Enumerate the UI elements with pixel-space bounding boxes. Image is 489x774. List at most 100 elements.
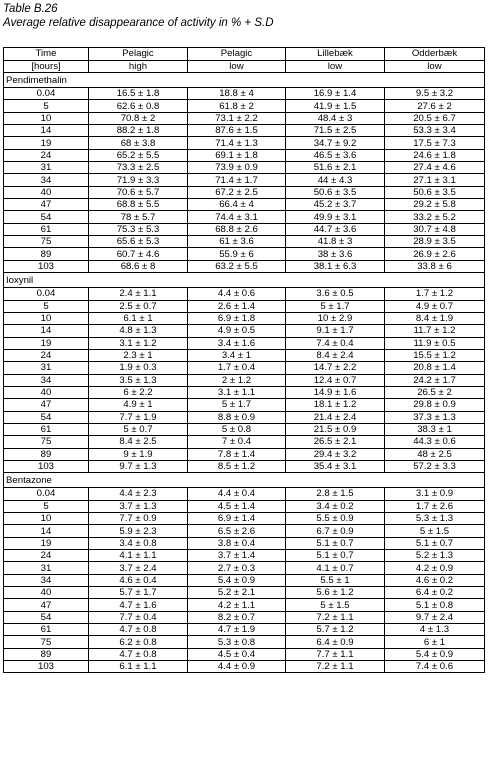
header-cell: low xyxy=(384,59,485,73)
value-cell: 78 ± 5.7 xyxy=(88,210,188,224)
value-cell: 5 ± 1.5 xyxy=(384,524,485,538)
value-cell: 21.4 ± 2.4 xyxy=(285,410,385,424)
value-cell: 3.1 ± 1.1 xyxy=(187,385,286,400)
time-cell: 103 xyxy=(3,660,89,674)
value-cell: 27.6 ± 2 xyxy=(384,99,485,113)
table-row: 24 2.3 ± 1 3.4 ± 1 8.4 ± 2.4 15.5 ± 1.2 xyxy=(3,348,485,363)
table-row: 47 68.8 ± 5.5 66.4 ± 4 45.2 ± 3.7 29.2 ± 5.8 xyxy=(3,198,485,212)
value-cell: 2.7 ± 0.3 xyxy=(187,561,286,575)
table-body: Time Pelagic Pelagic Lillebæk Odderbæk [… xyxy=(3,47,485,674)
table-row: 14 88.2 ± 1.8 87.6 ± 1.5 71.5 ± 2.5 53.3 ± 3… xyxy=(3,124,485,138)
value-cell: 6.2 ± 0.8 xyxy=(88,635,188,649)
value-cell: 38 ± 3.6 xyxy=(285,247,385,261)
value-cell: 62.6 ± 0.8 xyxy=(88,99,188,113)
value-cell: 17.5 ± 7.3 xyxy=(384,136,485,150)
value-cell: 6 ± 1 xyxy=(384,635,485,649)
header-cell: Lillebæk xyxy=(285,47,385,61)
value-cell: 18.8 ± 4 xyxy=(187,86,286,101)
value-cell: 5 ± 0.7 xyxy=(88,422,188,437)
table-caption: Table B.26 Average relative disappearanc… xyxy=(3,2,274,30)
value-cell: 5 ± 1.7 xyxy=(285,299,385,313)
value-cell: 4.1 ± 1.1 xyxy=(88,549,188,563)
value-cell: 35.4 ± 3.1 xyxy=(285,459,385,474)
value-cell: 8.4 ± 1.9 xyxy=(384,311,485,326)
time-cell: 47 xyxy=(3,198,89,212)
value-cell: 44.7 ± 3.6 xyxy=(285,222,385,237)
value-cell: 1.9 ± 0.3 xyxy=(88,361,188,375)
table-row: 0.04 4.4 ± 2.3 4.4 ± 0.4 2.8 ± 1.5 3.1 ± 0.9 xyxy=(3,487,485,501)
time-cell: 103 xyxy=(3,259,89,274)
table-row: 75 8.4 ± 2.5 7 ± 0.4 26.5 ± 2.1 44.3 ± 0.6 xyxy=(3,435,485,449)
time-cell: 14 xyxy=(3,124,89,138)
value-cell: 37.3 ± 1.3 xyxy=(384,410,485,424)
time-cell: 31 xyxy=(3,361,89,375)
value-cell: 11.9 ± 0.5 xyxy=(384,336,485,350)
value-cell: 7.2 ± 1.1 xyxy=(285,610,385,625)
table-row: 75 6.2 ± 0.8 5.3 ± 0.8 6.4 ± 0.9 6 ± 1 xyxy=(3,635,485,649)
time-cell: 61 xyxy=(3,222,89,237)
value-cell: 4.7 ± 1.6 xyxy=(88,598,188,612)
value-cell: 5.9 ± 2.3 xyxy=(88,524,188,538)
value-cell: 8.5 ± 1.2 xyxy=(187,459,286,474)
value-cell: 20.8 ± 1.4 xyxy=(384,361,485,375)
header-cell: Time xyxy=(3,47,89,61)
value-cell: 44.3 ± 0.6 xyxy=(384,435,485,449)
value-cell: 3.4 ± 1 xyxy=(187,348,286,363)
time-cell: 40 xyxy=(3,586,89,600)
table-row: 34 71.9 ± 3.3 71.4 ± 1.7 44 ± 4.3 27.1 ± 3.1 xyxy=(3,173,485,187)
value-cell: 5.4 ± 0.9 xyxy=(384,647,485,662)
table-row: 54 7.7 ± 1.9 8.8 ± 0.9 21.4 ± 2.4 37.3 ± 1.3 xyxy=(3,410,485,424)
table-row: 47 4.7 ± 1.6 4.2 ± 1.1 5 ± 1.5 5.1 ± 0.8 xyxy=(3,598,485,612)
table-row: 34 4.6 ± 0.4 5.4 ± 0.9 5.5 ± 1 4.6 ± 0.2 xyxy=(3,573,485,588)
time-cell: 75 xyxy=(3,635,89,649)
table-row: 19 3.1 ± 1.2 3.4 ± 1.6 7.4 ± 0.4 11.9 ± 0.5 xyxy=(3,336,485,350)
value-cell: 9.5 ± 3.2 xyxy=(384,86,485,101)
value-cell: 26.5 ± 2.1 xyxy=(285,435,385,449)
table-title: Average relative disappearance of activi… xyxy=(3,17,274,29)
value-cell: 61.8 ± 2 xyxy=(187,99,286,113)
time-cell: 47 xyxy=(3,398,89,412)
value-cell: 5.1 ± 0.7 xyxy=(384,536,485,551)
value-cell: 6.9 ± 1.4 xyxy=(187,511,286,526)
value-cell: 29.8 ± 0.9 xyxy=(384,398,485,412)
value-cell: 29.2 ± 5.8 xyxy=(384,198,485,212)
value-cell: 33.2 ± 5.2 xyxy=(384,210,485,224)
value-cell: 27.4 ± 4.6 xyxy=(384,161,485,175)
table-row: 61 5 ± 0.7 5 ± 0.8 21.5 ± 0.9 38.3 ± 1 xyxy=(3,422,485,437)
value-cell: 4.1 ± 0.7 xyxy=(285,561,385,575)
value-cell: 87.6 ± 1.5 xyxy=(187,124,286,138)
value-cell: 16.9 ± 1.4 xyxy=(285,86,385,101)
time-cell: 40 xyxy=(3,185,89,200)
value-cell: 7 ± 0.4 xyxy=(187,435,286,449)
value-cell: 4.4 ± 0.6 xyxy=(187,287,286,301)
table-row: 0.04 2.4 ± 1.1 4.4 ± 0.6 3.6 ± 0.5 1.7 ± 1.2 xyxy=(3,287,485,301)
data-table-container: Time Pelagic Pelagic Lillebæk Odderbæk [… xyxy=(3,47,485,674)
time-cell: 31 xyxy=(3,561,89,575)
value-cell: 71.9 ± 3.3 xyxy=(88,173,188,187)
value-cell: 69.1 ± 1.8 xyxy=(187,148,286,163)
table-row: 40 6 ± 2.2 3.1 ± 1.1 14.9 ± 1.6 26.5 ± 2 xyxy=(3,385,485,400)
value-cell: 1.7 ± 0.4 xyxy=(187,361,286,375)
time-cell: 14 xyxy=(3,524,89,538)
time-cell: 24 xyxy=(3,549,89,563)
value-cell: 12.4 ± 0.7 xyxy=(285,373,385,387)
value-cell: 6 ± 2.2 xyxy=(88,385,188,400)
value-cell: 48 ± 2.5 xyxy=(384,447,485,461)
value-cell: 2.8 ± 1.5 xyxy=(285,487,385,501)
time-cell: 31 xyxy=(3,161,89,175)
value-cell: 3.7 ± 1.3 xyxy=(88,499,188,514)
value-cell: 38.1 ± 6.3 xyxy=(285,259,385,274)
value-cell: 2.4 ± 1.1 xyxy=(88,287,188,301)
time-cell: 10 xyxy=(3,111,89,126)
time-cell: 61 xyxy=(3,422,89,437)
value-cell: 3.4 ± 0.8 xyxy=(88,536,188,551)
section-row: Ioxynil xyxy=(3,272,485,289)
time-cell: 54 xyxy=(3,210,89,224)
value-cell: 4.6 ± 0.4 xyxy=(88,573,188,588)
table-row: 31 3.7 ± 2.4 2.7 ± 0.3 4.1 ± 0.7 4.2 ± 0.9 xyxy=(3,561,485,575)
value-cell: 9.7 ± 1.3 xyxy=(88,459,188,474)
table-row: 19 3.4 ± 0.8 3.8 ± 0.4 5.1 ± 0.7 5.1 ± 0.7 xyxy=(3,536,485,551)
value-cell: 24.2 ± 1.7 xyxy=(384,373,485,387)
time-cell: 5 xyxy=(3,499,89,514)
